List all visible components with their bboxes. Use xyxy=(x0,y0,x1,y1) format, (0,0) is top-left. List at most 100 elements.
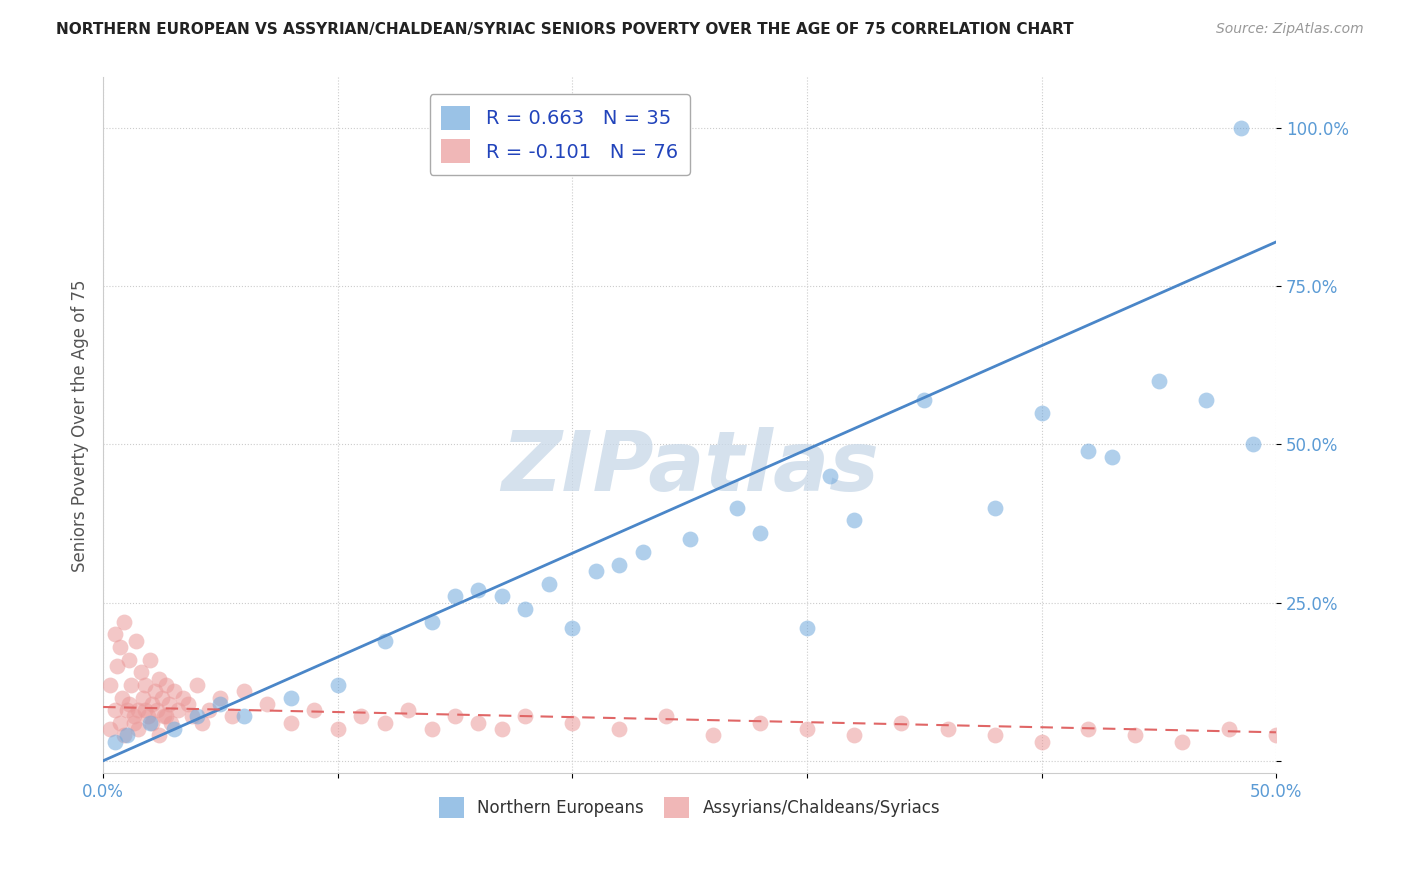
Point xyxy=(491,589,513,603)
Point xyxy=(1230,121,1253,136)
Point xyxy=(420,615,443,629)
Point xyxy=(842,513,865,527)
Point xyxy=(983,729,1005,743)
Point xyxy=(350,709,373,723)
Point xyxy=(1195,393,1218,408)
Point xyxy=(141,715,163,730)
Point xyxy=(607,558,630,572)
Point xyxy=(796,722,818,736)
Point xyxy=(104,735,127,749)
Point xyxy=(1171,735,1194,749)
Point xyxy=(112,615,135,629)
Point xyxy=(186,709,208,723)
Point xyxy=(749,715,772,730)
Point xyxy=(444,589,467,603)
Point xyxy=(444,709,467,723)
Point xyxy=(129,665,152,680)
Point xyxy=(890,715,912,730)
Point xyxy=(1218,722,1240,736)
Point xyxy=(190,715,212,730)
Point xyxy=(120,678,142,692)
Point xyxy=(491,722,513,736)
Point xyxy=(108,640,131,654)
Point xyxy=(221,709,243,723)
Point xyxy=(136,709,159,723)
Point xyxy=(186,678,208,692)
Point xyxy=(134,678,156,692)
Point xyxy=(155,709,177,723)
Point xyxy=(467,582,489,597)
Point xyxy=(936,722,959,736)
Point xyxy=(820,469,842,483)
Point xyxy=(842,729,865,743)
Point xyxy=(111,690,134,705)
Point xyxy=(515,709,537,723)
Point xyxy=(256,697,278,711)
Point xyxy=(115,703,138,717)
Point xyxy=(148,672,170,686)
Point xyxy=(122,715,145,730)
Point xyxy=(209,690,232,705)
Point xyxy=(1123,729,1146,743)
Point xyxy=(326,678,349,692)
Point xyxy=(702,729,724,743)
Point xyxy=(197,703,219,717)
Point xyxy=(167,703,190,717)
Point xyxy=(139,652,162,666)
Point xyxy=(467,715,489,730)
Point xyxy=(157,697,180,711)
Point xyxy=(725,500,748,515)
Point xyxy=(1031,735,1053,749)
Point xyxy=(1147,374,1170,388)
Point xyxy=(631,545,654,559)
Point xyxy=(134,703,156,717)
Point xyxy=(143,684,166,698)
Point xyxy=(232,684,254,698)
Point xyxy=(150,690,173,705)
Point xyxy=(115,729,138,743)
Point xyxy=(112,729,135,743)
Point xyxy=(374,715,396,730)
Text: Source: ZipAtlas.com: Source: ZipAtlas.com xyxy=(1216,22,1364,37)
Point xyxy=(232,709,254,723)
Point xyxy=(162,684,184,698)
Point xyxy=(1241,437,1264,451)
Point xyxy=(155,678,177,692)
Point xyxy=(1031,406,1053,420)
Point xyxy=(561,621,583,635)
Point xyxy=(162,722,184,736)
Point xyxy=(912,393,935,408)
Point xyxy=(420,722,443,736)
Point xyxy=(98,722,121,736)
Point xyxy=(749,526,772,541)
Point xyxy=(678,533,700,547)
Point xyxy=(983,500,1005,515)
Point xyxy=(105,658,128,673)
Point xyxy=(122,709,145,723)
Point xyxy=(127,703,149,717)
Point xyxy=(118,652,141,666)
Point xyxy=(209,697,232,711)
Point xyxy=(607,722,630,736)
Point xyxy=(280,690,302,705)
Point xyxy=(326,722,349,736)
Point xyxy=(304,703,326,717)
Point xyxy=(127,722,149,736)
Point xyxy=(655,709,678,723)
Point xyxy=(396,703,419,717)
Point xyxy=(280,715,302,730)
Point xyxy=(160,715,183,730)
Point xyxy=(104,627,127,641)
Point xyxy=(1101,450,1123,464)
Point xyxy=(132,690,155,705)
Point xyxy=(537,576,560,591)
Point xyxy=(374,633,396,648)
Point xyxy=(146,703,169,717)
Point xyxy=(1077,722,1099,736)
Point xyxy=(148,729,170,743)
Point xyxy=(176,697,198,711)
Point xyxy=(125,633,148,648)
Point xyxy=(108,715,131,730)
Y-axis label: Seniors Poverty Over the Age of 75: Seniors Poverty Over the Age of 75 xyxy=(72,279,89,572)
Legend: Northern Europeans, Assyrians/Chaldeans/Syriacs: Northern Europeans, Assyrians/Chaldeans/… xyxy=(433,790,946,824)
